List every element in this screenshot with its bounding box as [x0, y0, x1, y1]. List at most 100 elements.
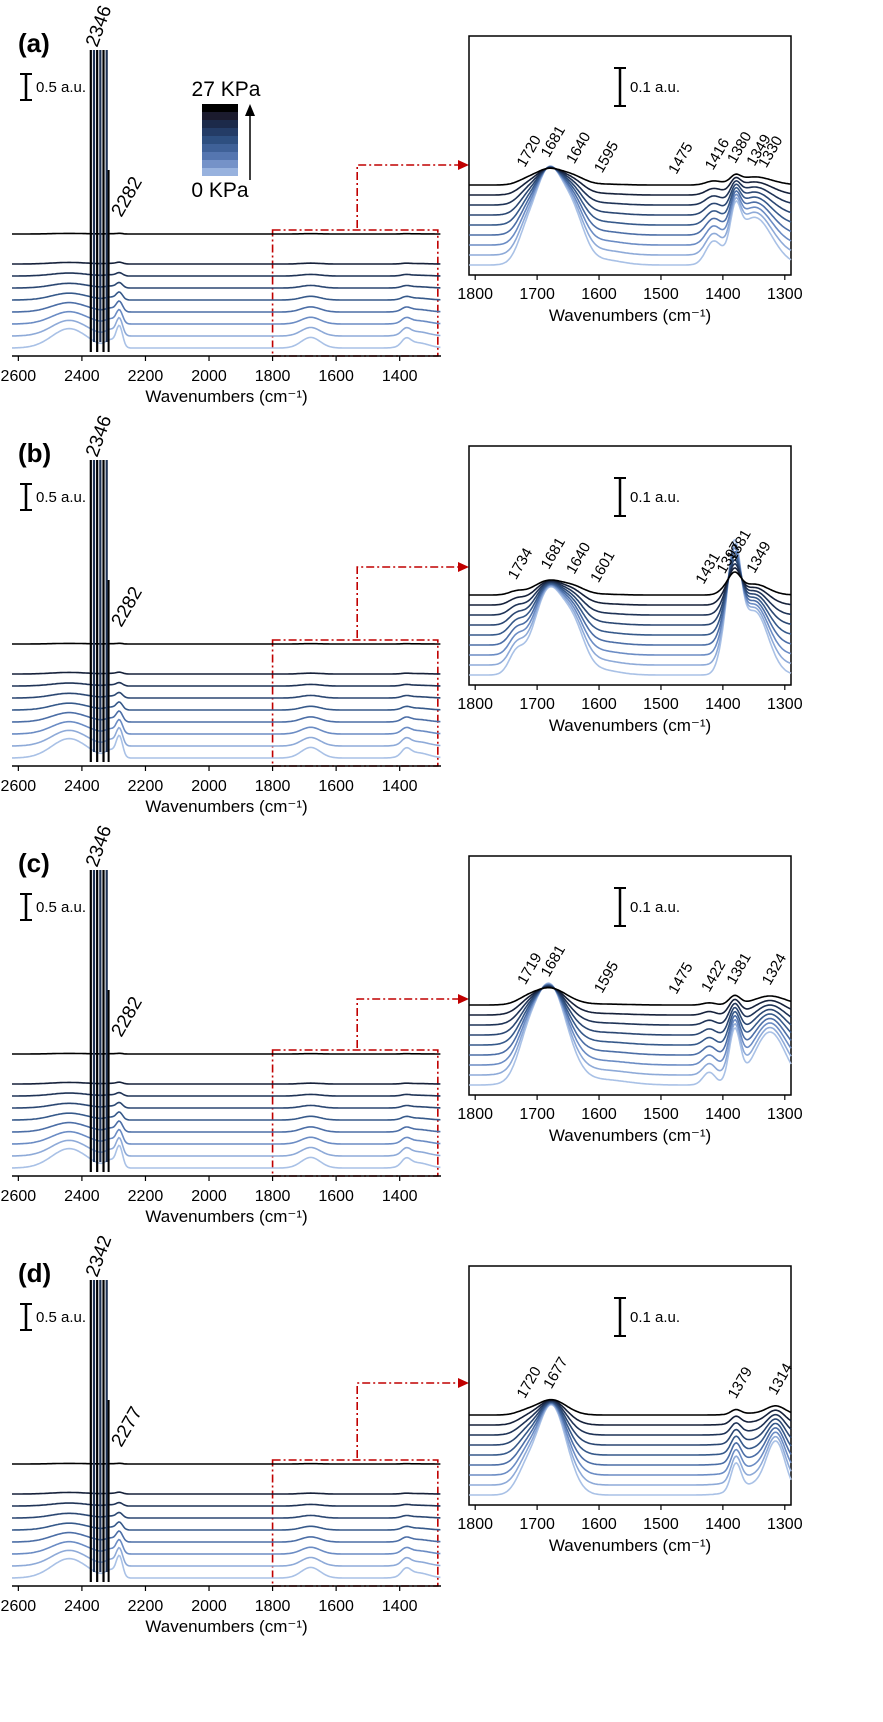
spectrum-line-4	[11, 1530, 441, 1543]
spectrum-line-1	[12, 1144, 441, 1169]
panel-label: (b)	[18, 438, 51, 468]
spectrum-line-9	[12, 1052, 441, 1055]
inset-x-axis-label: Wavenumbers (cm⁻¹)	[549, 716, 711, 735]
spectrum-line-5	[12, 1111, 441, 1121]
inset-x-tick-label: 1700	[519, 286, 555, 303]
panel-a: (a) 2600 2400 2200 2000 1800 1600 1400 Wavenumbe…	[1, 3, 803, 406]
inset-spectrum-line-2	[469, 165, 792, 256]
inset-spectrum-line-7	[469, 563, 792, 616]
x-tick-label: 1400	[382, 1188, 418, 1205]
legend-swatch	[202, 104, 238, 112]
scale-bar-label: 0.5 a.u.	[36, 79, 86, 96]
inset-region-frame	[271, 1049, 439, 1177]
x-tick-label: 1800	[255, 1598, 291, 1615]
pressure-legend: 27 KPa 0 KPa	[191, 78, 260, 202]
x-tick-label: 2600	[1, 368, 37, 385]
inset-connector	[356, 998, 458, 1048]
peak-label: 2346	[82, 3, 116, 50]
inset-frame	[468, 1265, 792, 1506]
legend-top-label: 27 KPa	[192, 78, 261, 101]
inset-x-tick-label: 1600	[581, 1106, 617, 1123]
inset-region-frame	[271, 1459, 439, 1587]
inset-scale-bar-label: 0.1 a.u.	[630, 489, 680, 506]
spectrum-line-2	[12, 726, 441, 747]
inset-x-tick-label: 1300	[767, 1106, 803, 1123]
inset-spectrum-line-5	[469, 166, 792, 226]
inset-scale-bar-label: 0.1 a.u.	[630, 899, 680, 916]
inset-x-axis-label: Wavenumbers (cm⁻¹)	[549, 306, 711, 325]
peak-label: 2282	[108, 583, 147, 630]
legend-swatch	[202, 160, 238, 168]
inset-x-tick-label: 1600	[581, 286, 617, 303]
inset-x-tick-label: 1800	[457, 286, 493, 303]
spectrum-line-9	[12, 642, 441, 645]
spectrum-line-8	[12, 1081, 441, 1085]
x-tick-label: 2400	[64, 368, 100, 385]
inset-x-tick-label: 1700	[519, 1516, 555, 1533]
spectrum-line-3	[12, 718, 441, 735]
x-tick-label: 2600	[1, 1598, 37, 1615]
inset-plot: 1800 1700 1600 1500 1400 1300 Wavenumbers (cm⁻…	[457, 1265, 803, 1555]
inset-spectrum-line-9	[469, 167, 792, 186]
x-tick-label: 2400	[64, 778, 100, 795]
spectrum-line-2	[12, 1136, 441, 1157]
inset-x-tick-label: 1600	[581, 1516, 617, 1533]
x-tick-label: 1400	[382, 778, 418, 795]
x-axis-label: Wavenumbers (cm⁻¹)	[145, 1617, 307, 1636]
x-tick-label: 2000	[191, 368, 227, 385]
spectrum-line-2	[12, 1546, 441, 1567]
inset-spectrum-line-6	[469, 1400, 792, 1446]
spectrum-line-6	[12, 691, 441, 699]
spectrum-line-3	[12, 1538, 441, 1555]
spectrum-line-4	[11, 300, 441, 313]
inset-peak-label: 1595	[591, 138, 622, 175]
spectrum-line-7	[12, 1091, 441, 1097]
inset-x-tick-label: 1800	[457, 1516, 493, 1533]
inset-region-frame	[271, 639, 439, 767]
inset-plot: 1800 1700 1600 1500 1400 1300 Wavenumbers (cm⁻…	[457, 35, 803, 325]
x-tick-label: 2200	[128, 1188, 164, 1205]
inset-x-tick-label: 1500	[643, 696, 679, 713]
x-tick-label: 2200	[128, 778, 164, 795]
inset-frame	[468, 35, 792, 276]
x-tick-label: 2000	[191, 778, 227, 795]
x-tick-label: 1600	[318, 1188, 354, 1205]
inset-spectrum-line-4	[469, 550, 792, 646]
spectrum-line-9	[12, 232, 441, 235]
inset-x-tick-label: 1700	[519, 696, 555, 713]
x-tick-label: 1600	[318, 1598, 354, 1615]
x-tick-label: 1800	[255, 778, 291, 795]
scale-bar-label: 0.5 a.u.	[36, 1309, 86, 1326]
inset-spectrum-line-2	[469, 542, 792, 666]
spectrum-line-6	[12, 281, 441, 289]
x-tick-label: 2200	[128, 368, 164, 385]
x-tick-label: 1800	[255, 368, 291, 385]
panel-label: (d)	[18, 1258, 51, 1288]
inset-spectrum-line-8	[469, 986, 792, 1016]
inset-spectrum-line-4	[469, 1401, 792, 1466]
inset-spectrum-line-4	[469, 983, 792, 1056]
x-axis-label: Wavenumbers (cm⁻¹)	[145, 1207, 307, 1226]
inset-x-tick-label: 1700	[519, 1106, 555, 1123]
spectrum-line-1	[12, 324, 441, 349]
panel-d: (d) 2600 2400 2200 2000 1800 1600 1400 Wavenumbe…	[1, 1233, 803, 1636]
inset-spectrum-line-1	[469, 1403, 792, 1496]
inset-spectrum-line-7	[469, 985, 792, 1026]
inset-scale-bar-label: 0.1 a.u.	[630, 1309, 680, 1326]
inset-peak-label: 1475	[665, 140, 696, 177]
inset-peak-label: 1379	[725, 1364, 756, 1401]
inset-spectrum-line-1	[469, 982, 792, 1086]
panel-c: (c) 2600 2400 2200 2000 1800 1600 1400 Wavenumbe…	[1, 823, 803, 1226]
inset-spectrum-line-4	[469, 166, 792, 236]
inset-spectrum-line-7	[469, 166, 792, 206]
inset-spectrum-line-9	[469, 1398, 792, 1416]
inset-spectrum-line-2	[469, 982, 792, 1076]
inset-x-axis-label: Wavenumbers (cm⁻¹)	[549, 1536, 711, 1555]
legend-swatch	[202, 168, 238, 176]
inset-x-tick-label: 1600	[581, 696, 617, 713]
x-tick-label: 1800	[255, 1188, 291, 1205]
spectrum-line-5	[12, 1521, 441, 1531]
scale-bar-label: 0.5 a.u.	[36, 489, 86, 506]
inset-x-tick-label: 1500	[643, 1516, 679, 1533]
legend-swatch	[202, 128, 238, 136]
